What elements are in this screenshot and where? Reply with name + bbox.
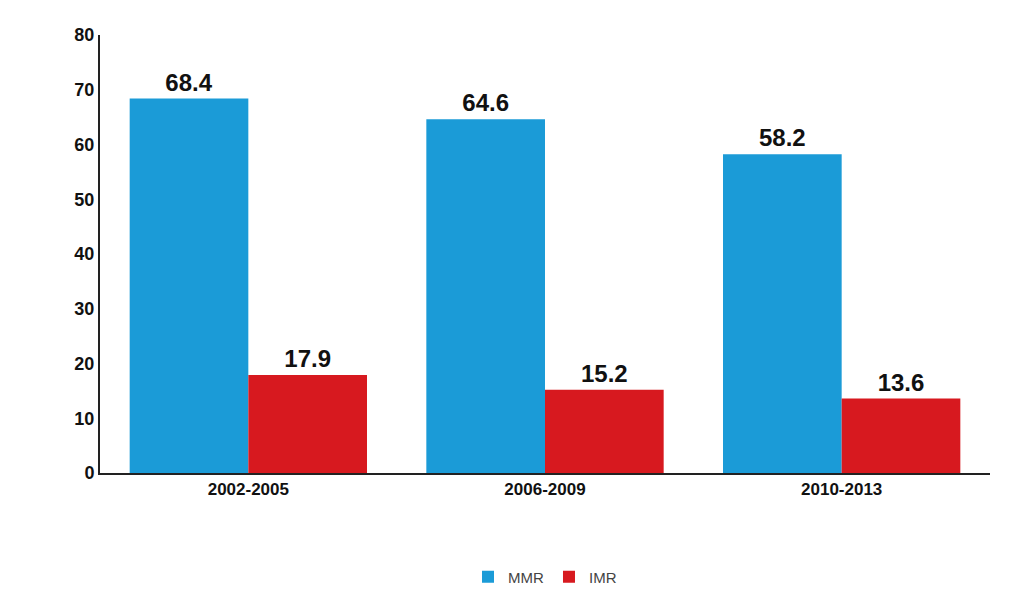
svg-text:50: 50: [74, 190, 94, 210]
svg-text:2010-2013: 2010-2013: [801, 480, 882, 499]
svg-text:17.9: 17.9: [284, 345, 331, 372]
svg-text:68.4: 68.4: [165, 69, 212, 96]
svg-text:2002-2005: 2002-2005: [208, 480, 289, 499]
svg-text:0: 0: [84, 463, 94, 483]
svg-text:60: 60: [74, 135, 94, 155]
svg-text:64.6: 64.6: [462, 89, 509, 116]
svg-text:IMR: IMR: [589, 569, 617, 586]
svg-text:58.2: 58.2: [759, 124, 806, 151]
svg-text:70: 70: [74, 80, 94, 100]
svg-text:30: 30: [74, 299, 94, 319]
svg-text:10: 10: [74, 409, 94, 429]
svg-text:20: 20: [74, 354, 94, 374]
svg-text:15.2: 15.2: [581, 360, 628, 387]
svg-text:2006-2009: 2006-2009: [504, 480, 585, 499]
svg-text:13.6: 13.6: [878, 369, 925, 396]
svg-text:80: 80: [74, 25, 94, 45]
svg-text:40: 40: [74, 244, 94, 264]
svg-text:MMR: MMR: [508, 569, 544, 586]
